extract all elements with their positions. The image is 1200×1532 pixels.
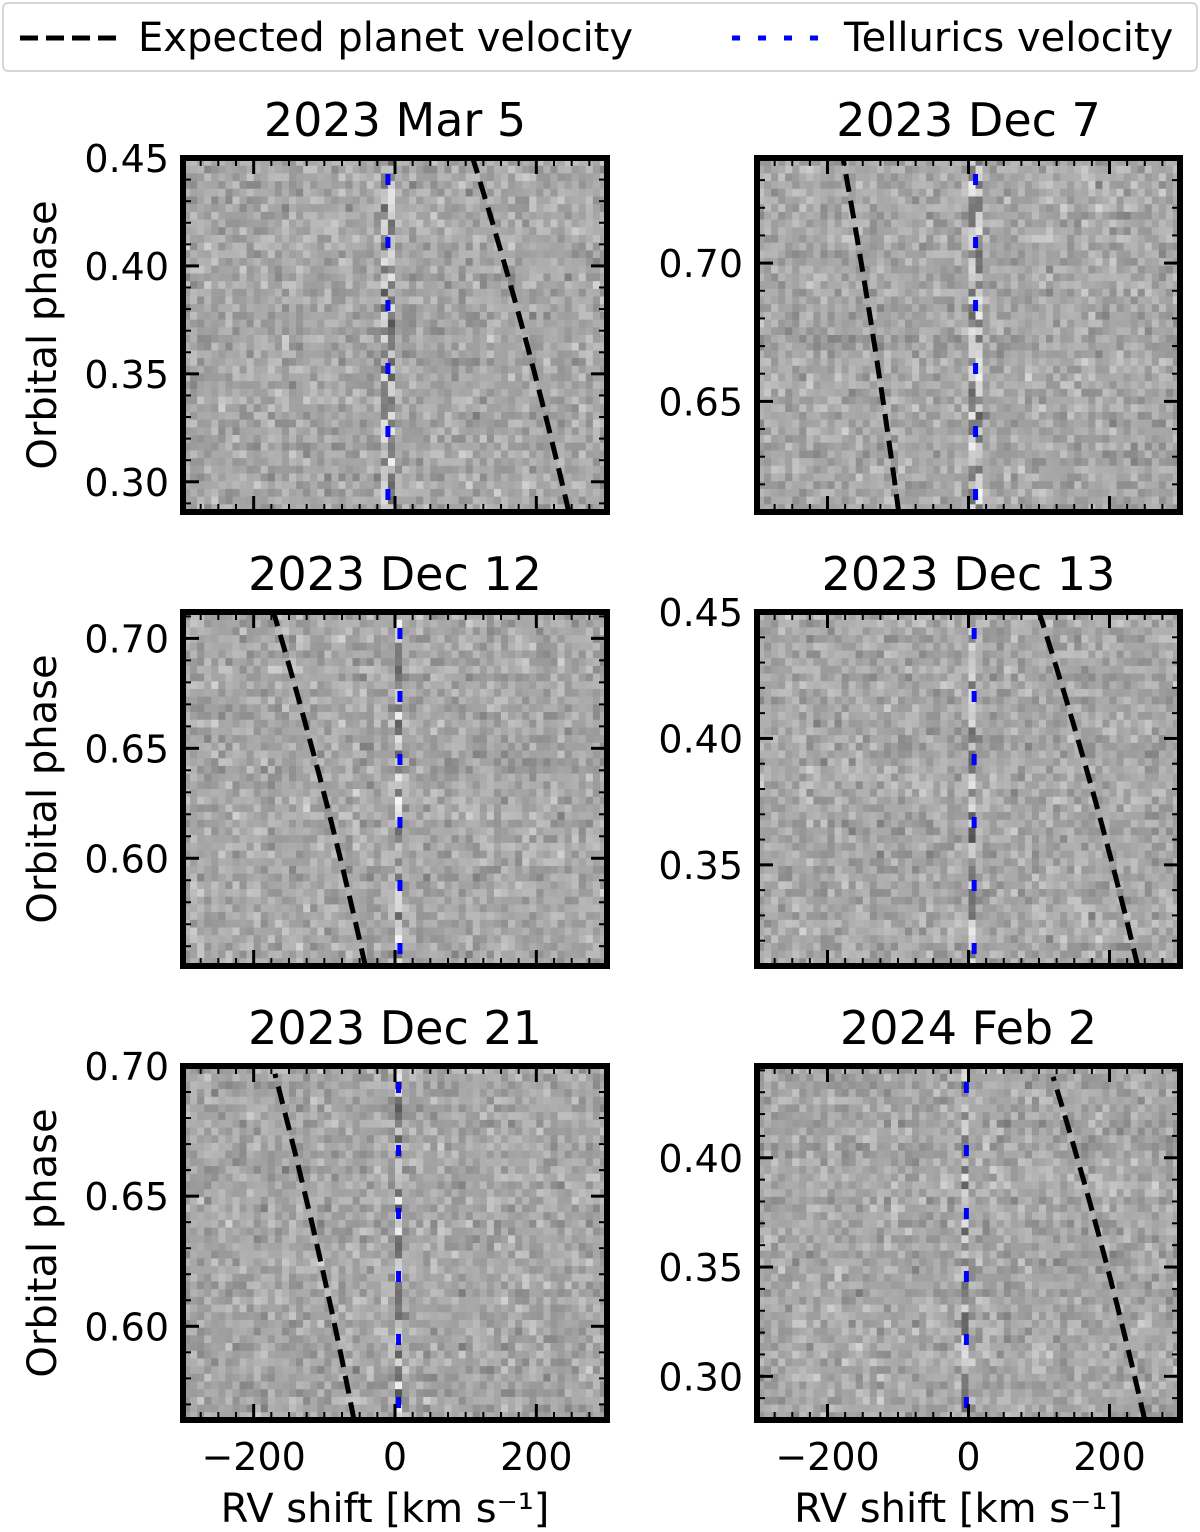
y-axis-label: Orbital phase: [20, 200, 66, 469]
y-tick-label: 0.70: [658, 242, 743, 286]
y-tick-label: 0.45: [658, 591, 743, 635]
panel-6: 0.30 0.35 0.40 −200 0 200 2024 Feb 2 RV shift […: [658, 1001, 1183, 1532]
planet-velocity-line: [1036, 611, 1141, 967]
legend-planet-swatch: [20, 35, 116, 41]
y-tick-label: 0.40: [658, 1137, 743, 1181]
legend-entry-planet: Expected planet velocity: [18, 15, 634, 61]
y-tick-label: 0.65: [84, 727, 169, 771]
legend-telluric-label: Tellurics velocity: [844, 15, 1174, 61]
plot-frame: [754, 155, 1183, 515]
y-tick-label: 0.70: [84, 1045, 169, 1089]
panel-title: 2023 Mar 5: [264, 93, 526, 147]
y-tick-label: 0.40: [84, 245, 169, 289]
heatmap-cells: [757, 1066, 1181, 1421]
y-tick-label: 0.35: [658, 844, 743, 888]
x-axis-label: RV shift [km s⁻¹]: [794, 1486, 1123, 1532]
x-tick-label: 200: [1073, 1435, 1146, 1479]
x-tick-label: 200: [500, 1435, 573, 1479]
y-tick-label: 0.40: [658, 717, 743, 761]
x-tick-label: 0: [956, 1435, 980, 1479]
panel-1: 0.30 0.35 0.40 0.45 2023 Mar 5 Orbital phase: [20, 93, 610, 515]
panel-title: 2023 Dec 13: [822, 547, 1116, 601]
y-axis-label: Orbital phase: [20, 654, 66, 923]
x-axis-label: RV shift [km s⁻¹]: [221, 1486, 550, 1532]
heatmap-cells: [183, 612, 608, 967]
plot-frame: [180, 1063, 610, 1423]
panel-title: 2023 Dec 12: [248, 547, 542, 601]
x-tick-label: −200: [775, 1435, 879, 1479]
planet-velocity-line: [272, 1073, 357, 1421]
panel-title: 2023 Dec 7: [836, 93, 1101, 147]
y-tick-label: 0.30: [84, 461, 169, 505]
panel-2: 0.65 0.70 2023 Dec 7: [658, 93, 1183, 515]
panel-5: 0.60 0.65 0.70 −200 0 200 2023 Dec 21 Orbital p…: [20, 1001, 610, 1532]
y-tick-label: 0.35: [84, 353, 169, 397]
y-tick-label: 0.65: [658, 380, 743, 424]
panel-title: 2023 Dec 21: [248, 1001, 542, 1055]
panel-3: 0.60 0.65 0.70 2023 Dec 12 Orbital phase: [20, 547, 610, 969]
x-tick-label: 0: [383, 1435, 407, 1479]
y-axis-label: Orbital phase: [20, 1108, 66, 1377]
heatmap-cells: [757, 612, 1181, 967]
legend-entry-telluric: Tellurics velocity: [724, 15, 1174, 61]
planet-velocity-line: [470, 157, 572, 513]
y-tick-label: 0.65: [84, 1175, 169, 1219]
x-tick-label: −200: [201, 1435, 305, 1479]
planet-velocity-line: [271, 611, 368, 967]
heatmap-cells: [183, 1066, 608, 1421]
planet-velocity-line: [840, 157, 902, 513]
y-tick-label: 0.60: [84, 1305, 169, 1349]
y-tick-label: 0.30: [658, 1355, 743, 1399]
heatmap-cells: [183, 158, 608, 513]
legend: Expected planet velocity Tellurics veloc…: [2, 2, 1198, 72]
plot-frame: [180, 155, 610, 515]
plot-frame: [180, 609, 610, 969]
legend-planet-label: Expected planet velocity: [138, 15, 634, 61]
planet-velocity-line: [1050, 1076, 1148, 1421]
y-tick-label: 0.35: [658, 1246, 743, 1290]
y-tick-label: 0.60: [84, 837, 169, 881]
y-tick-label: 0.70: [84, 617, 169, 661]
plot-frame: [754, 1063, 1183, 1423]
heatmap-cells: [757, 158, 1181, 513]
y-tick-label: 0.45: [84, 137, 169, 181]
plot-frame: [754, 609, 1183, 969]
panel-title: 2024 Feb 2: [840, 1001, 1097, 1055]
panel-4: 0.35 0.40 0.45 2023 Dec 13: [658, 547, 1183, 969]
